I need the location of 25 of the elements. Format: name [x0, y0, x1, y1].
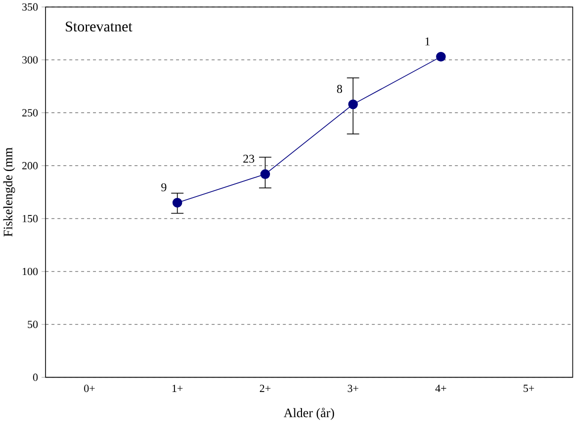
x-tick-label: 5+ — [524, 384, 534, 392]
point — [348, 99, 358, 110]
point — [260, 169, 270, 179]
x-tick-label: 0+ — [84, 384, 95, 392]
y-tick-label: 350 — [22, 3, 38, 11]
x-tick-label: 2+ — [260, 384, 270, 392]
y-tick-label: 50 — [28, 320, 38, 328]
y-tick-label: 0 — [33, 374, 38, 381]
y-tick-label: 250 — [22, 109, 38, 116]
x-tick-label: 1+ — [172, 384, 183, 392]
annotation: 9 — [161, 183, 166, 192]
annotation: 1 — [426, 37, 430, 46]
y-tick-label: 300 — [22, 56, 38, 64]
y-tick-label: 150 — [22, 214, 38, 222]
annotation: 23 — [243, 154, 254, 163]
y-axis-title: Fiskelengde (mm — [3, 147, 15, 237]
x-tick-label: 4+ — [435, 384, 446, 392]
y-tick-label: 100 — [22, 268, 38, 276]
point — [436, 52, 446, 62]
x-axis-title: Alder (år) — [284, 408, 334, 420]
point — [172, 198, 182, 208]
y-tick-label: 200 — [22, 162, 38, 170]
annotation: 8 — [337, 84, 342, 93]
text: Storevatnet — [66, 22, 132, 32]
x-tick-label: 3+ — [348, 384, 358, 392]
